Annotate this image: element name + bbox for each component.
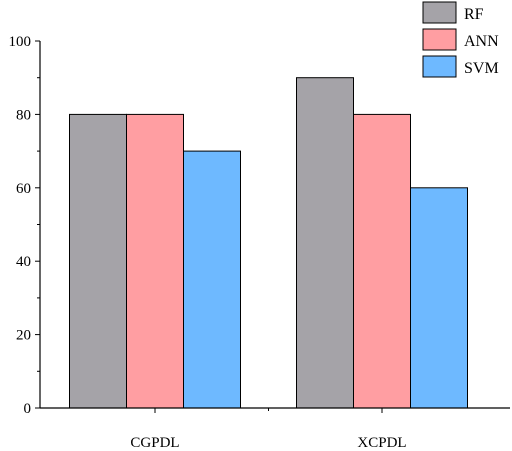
bar-svm-xcpdl (410, 187, 468, 409)
legend: RF ANN SVM (422, 1, 499, 78)
x-tick-label-cgpdl: CGPDL (130, 435, 179, 451)
bar-svm-cgpdl (183, 150, 241, 409)
legend-swatch-svm (422, 55, 457, 78)
y-tick-label-80: 80 (16, 107, 31, 123)
y-tick-label-60: 60 (16, 181, 31, 197)
bar-ann-xcpdl (353, 113, 411, 409)
y-tick-label-20: 20 (16, 328, 31, 344)
legend-swatch-ann (422, 28, 457, 51)
legend-label-svm: SVM (464, 60, 499, 77)
bars-layer (69, 77, 468, 409)
x-tick-label-xcpdl: XCPDL (357, 435, 406, 451)
legend-label-rf: RF (464, 6, 484, 23)
legend-swatch-rf (422, 1, 457, 24)
y-tick-label-40: 40 (16, 254, 31, 270)
bar-rf-xcpdl (296, 77, 354, 409)
legend-label-ann: ANN (464, 33, 499, 50)
bar-ann-cgpdl (126, 113, 184, 409)
y-tick-label-0: 0 (24, 401, 32, 417)
y-tick-label-100: 100 (9, 34, 32, 50)
axes-layer: CGPDL XCPDL 0 20 40 60 80 100 (9, 34, 510, 451)
bar-rf-cgpdl (69, 113, 127, 409)
